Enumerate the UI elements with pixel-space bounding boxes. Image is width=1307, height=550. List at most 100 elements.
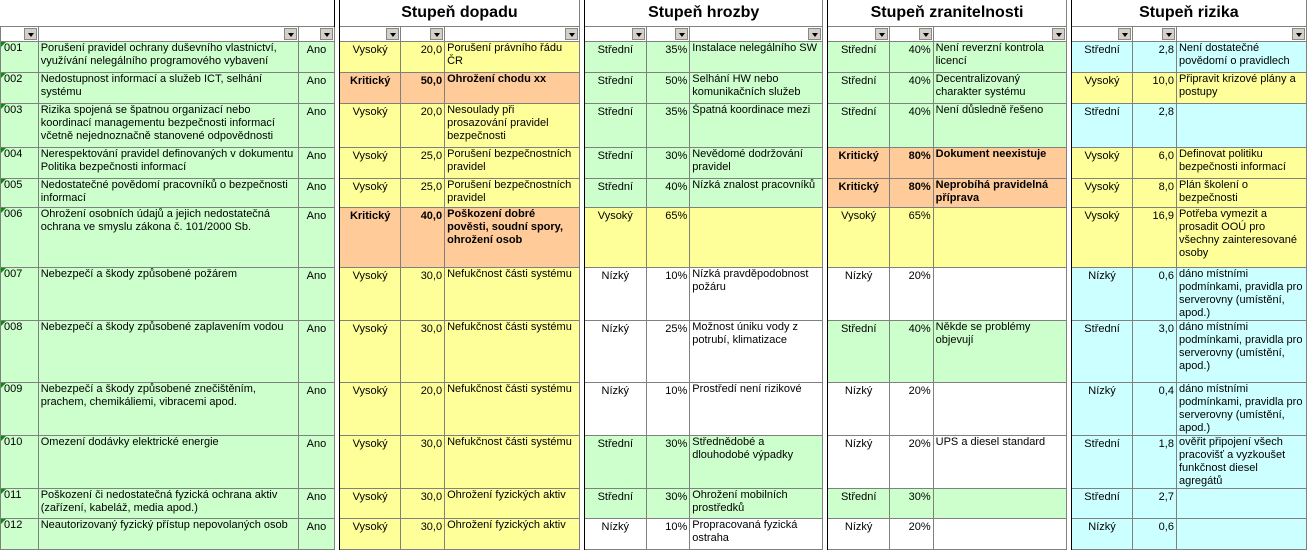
risk-measure-cell[interactable]: dáno místními podmínkami, pravidla pro s… [1175,381,1307,436]
row-id-cell[interactable]: 012 [0,517,39,550]
row-id-cell[interactable]: 009 [0,381,39,436]
vulnerability-level-cell[interactable]: Střední [827,319,890,383]
risk-name-cell[interactable]: Rizika spojená se špatnou organizací neb… [37,102,300,148]
impact-value-cell[interactable]: 30,0 [400,517,446,550]
filter-dropdown-arrow-icon[interactable] [23,27,37,40]
vulnerability-description-cell[interactable]: Decentralizovaný charakter systému [932,71,1067,104]
filter-dropdown-arrow-icon[interactable] [1118,27,1132,40]
applicable-cell[interactable]: Ano [298,381,335,436]
vulnerability-percent-cell[interactable]: 40% [889,40,934,73]
filter-dropdown-arrow-icon[interactable] [631,27,645,40]
risk-measure-cell[interactable]: Definovat politiku bezpečnosti informací [1175,146,1307,179]
threat-level-cell[interactable]: Střední [584,71,647,104]
vulnerability-level-cell[interactable]: Vysoký [827,206,890,268]
threat-level-cell[interactable]: Nízký [584,266,647,321]
vulnerability-description-cell[interactable]: Neprobíhá pravidelná příprava [932,177,1067,208]
applicable-cell[interactable]: Ano [298,102,335,148]
threat-description-cell[interactable]: Nevědomé dodržování pravidel [689,146,824,179]
risk-name-cell[interactable]: Porušení pravidel ochrany duševního vlas… [37,40,300,73]
impact-level-cell[interactable]: Vysoký [338,517,402,550]
threat-level-cell[interactable]: Střední [584,40,647,73]
impact-value-cell[interactable]: 25,0 [400,177,446,208]
risk-name-cell[interactable]: Nebezpečí a škody způsobené požárem [37,266,300,321]
risk-level-cell[interactable]: Střední [1070,434,1134,489]
row-id-cell[interactable]: 010 [0,434,39,489]
impact-value-cell[interactable]: 40,0 [400,206,446,268]
risk-name-cell[interactable]: Nebezpečí a škody způsobené znečištěním,… [37,381,300,436]
risk-level-cell[interactable]: Vysoký [1070,71,1134,104]
threat-level-cell[interactable]: Nízký [584,517,647,550]
risk-measure-cell[interactable]: Potřeba vymezit a prosadit OOÚ pro všech… [1175,206,1307,268]
risk-value-cell[interactable]: 1,8 [1132,434,1177,489]
threat-description-cell[interactable]: Nízká znalost pracovníků [689,177,824,208]
impact-value-cell[interactable]: 20,0 [400,381,446,436]
threat-percent-cell[interactable]: 10% [645,266,691,321]
vulnerability-level-cell[interactable]: Nízký [827,381,890,436]
risk-level-cell[interactable]: Nízký [1070,517,1134,550]
impact-description-cell[interactable]: Nefukčnost části systému [444,319,581,383]
filter-dropdown-arrow-icon[interactable] [386,27,400,40]
impact-value-cell[interactable]: 20,0 [400,40,446,73]
threat-description-cell[interactable]: Propracovaná fyzická ostraha [689,517,824,550]
row-id-cell[interactable]: 003 [0,102,39,148]
impact-value-cell[interactable]: 30,0 [400,434,446,489]
vulnerability-level-cell[interactable]: Střední [827,102,890,148]
impact-value-cell[interactable]: 20,0 [400,102,446,148]
risk-level-cell[interactable]: Vysoký [1070,177,1134,208]
impact-description-cell[interactable]: Nesoulady při prosazování pravidel bezpe… [444,102,581,148]
threat-description-cell[interactable]: Možnost úniku vody z potrubí, klimatizac… [689,319,824,383]
filter-dropdown-arrow-icon[interactable] [430,27,444,40]
filter-dropdown-arrow-icon[interactable] [565,27,579,40]
impact-description-cell[interactable]: Porušení bezpečnostních pravidel [444,146,581,179]
threat-level-cell[interactable]: Vysoký [584,206,647,268]
vulnerability-percent-cell[interactable]: 80% [889,177,934,208]
vulnerability-level-cell[interactable]: Střední [827,71,890,104]
vulnerability-percent-cell[interactable]: 20% [889,517,934,550]
impact-description-cell[interactable]: Porušení právního řádu ČR [444,40,581,73]
vulnerability-level-cell[interactable]: Střední [827,487,890,519]
impact-level-cell[interactable]: Vysoký [338,381,402,436]
threat-percent-cell[interactable]: 50% [645,71,691,104]
filter-dropdown-arrow-icon[interactable] [319,27,333,40]
vulnerability-percent-cell[interactable]: 20% [889,381,934,436]
applicable-cell[interactable]: Ano [298,177,335,208]
applicable-cell[interactable]: Ano [298,517,335,550]
impact-level-cell[interactable]: Vysoký [338,319,402,383]
risk-measure-cell[interactable]: Připravit krizové plány a postupy [1175,71,1307,104]
filter-dropdown-arrow-icon[interactable] [808,27,822,40]
risk-name-cell[interactable]: Nedostupnost informací a služeb ICT, sel… [37,71,300,104]
vulnerability-description-cell[interactable]: Není důsledně řešeno [932,102,1067,148]
impact-description-cell[interactable]: Nefukčnost části systému [444,434,581,489]
risk-name-cell[interactable]: Nebezpečí a škody způsobené zaplavením v… [37,319,300,383]
threat-level-cell[interactable]: Nízký [584,319,647,383]
vulnerability-description-cell[interactable] [932,381,1067,436]
threat-percent-cell[interactable]: 40% [645,177,691,208]
impact-description-cell[interactable]: Nefukčnost části systému [444,381,581,436]
risk-level-cell[interactable]: Nízký [1070,266,1134,321]
impact-value-cell[interactable]: 50,0 [400,71,446,104]
vulnerability-level-cell[interactable]: Nízký [827,517,890,550]
threat-percent-cell[interactable]: 25% [645,319,691,383]
row-id-cell[interactable]: 001 [0,40,39,73]
threat-level-cell[interactable]: Střední [584,434,647,489]
applicable-cell[interactable]: Ano [298,434,335,489]
applicable-cell[interactable]: Ano [298,319,335,383]
threat-percent-cell[interactable]: 30% [645,146,691,179]
vulnerability-percent-cell[interactable]: 65% [889,206,934,268]
filter-dropdown-arrow-icon[interactable] [1051,27,1065,40]
risk-name-cell[interactable]: Nedostatečné povědomí pracovníků o bezpe… [37,177,300,208]
threat-percent-cell[interactable]: 30% [645,434,691,489]
threat-description-cell[interactable]: Selhání HW nebo komunikačních služeb [689,71,824,104]
risk-measure-cell[interactable]: Plán školení o bezpečnosti [1175,177,1307,208]
risk-measure-cell[interactable] [1175,102,1307,148]
vulnerability-description-cell[interactable] [932,266,1067,321]
risk-value-cell[interactable]: 10,0 [1132,71,1177,104]
risk-level-cell[interactable]: Vysoký [1070,206,1134,268]
vulnerability-percent-cell[interactable]: 40% [889,71,934,104]
vulnerability-level-cell[interactable]: Střední [827,40,890,73]
impact-level-cell[interactable]: Vysoký [338,40,402,73]
impact-value-cell[interactable]: 25,0 [400,146,446,179]
row-id-cell[interactable]: 008 [0,319,39,383]
threat-percent-cell[interactable]: 35% [645,102,691,148]
impact-level-cell[interactable]: Vysoký [338,146,402,179]
